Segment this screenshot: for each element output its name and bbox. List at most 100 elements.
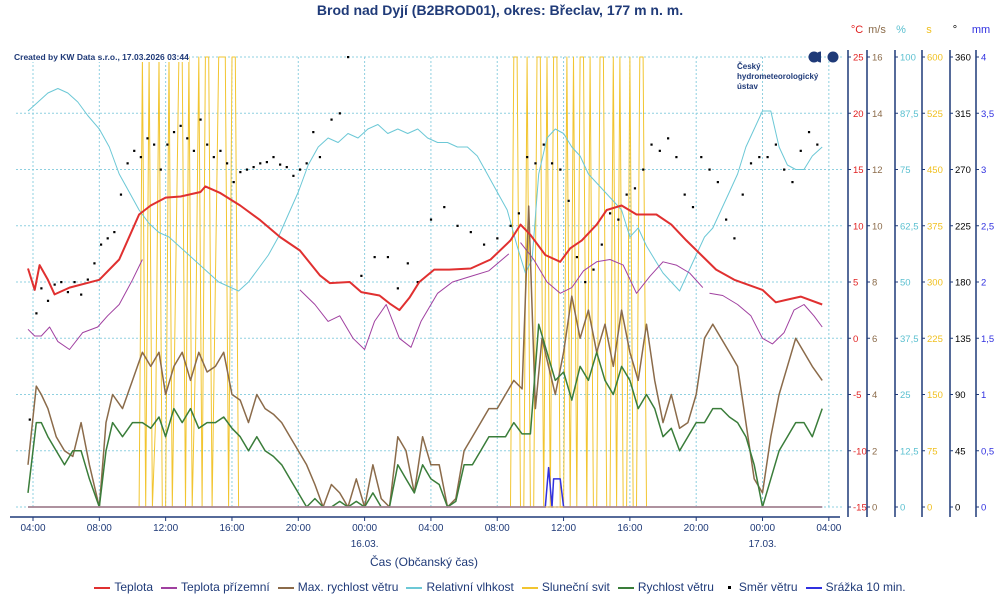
legend: Teplota Teplota přízemní Max. rychlost vět… <box>0 580 1000 594</box>
y-axis-unit-temp: °C <box>851 24 863 36</box>
wind-direction-point <box>166 143 169 146</box>
x-tick-label: 20:00 <box>684 523 709 534</box>
y-tick-label-dir: 225 <box>955 221 971 232</box>
wind-direction-point <box>113 231 116 234</box>
plot-area <box>27 56 823 508</box>
wind-direction-point <box>330 118 333 121</box>
wind-direction-point <box>658 149 661 152</box>
legend-label: Sluneční svit <box>541 580 610 594</box>
wind-direction-point <box>225 162 229 165</box>
wind-direction-point <box>749 162 753 165</box>
wind-direction-point <box>99 243 103 246</box>
y-axis-unit-wind: m/s <box>868 24 886 36</box>
y-tick-label-temp: -15 <box>853 503 867 514</box>
series-line-teplota <box>27 185 823 312</box>
x-tick-label: 00:00 <box>750 523 775 534</box>
wind-direction-point <box>285 166 288 169</box>
wind-direction-point <box>550 162 554 165</box>
wind-direction-point <box>119 193 123 196</box>
wind-direction-point <box>526 156 529 159</box>
y-tick-label-hum: 75 <box>900 165 911 176</box>
legend-item: Teplota <box>94 580 153 594</box>
wind-direction-point <box>245 168 249 171</box>
y-tick-label-wind: 0 <box>872 503 877 514</box>
x-tick-label: 16:00 <box>219 523 244 534</box>
wind-direction-point <box>139 156 142 159</box>
x-date-label: 16.03. <box>351 539 379 550</box>
wind-direction-point <box>338 112 341 115</box>
y-tick-label-wind: 8 <box>872 278 877 289</box>
wind-direction-point <box>683 193 686 196</box>
y-tick-label-sun: 600 <box>927 53 943 64</box>
logo-line-2: hydrometeorologický <box>737 72 819 81</box>
wind-direction-point <box>66 291 70 294</box>
wind-direction-point <box>456 224 459 227</box>
y-axis-unit-dir: ° <box>953 24 957 36</box>
wind-direction-point <box>783 168 786 171</box>
wind-direction-point <box>219 149 222 152</box>
wind-direction-point <box>239 171 242 174</box>
series-line-teplota-p-zemn- <box>709 292 823 345</box>
wind-direction-point <box>799 149 802 152</box>
wind-direction-point <box>232 181 235 184</box>
y-tick-label-temp: 0 <box>853 334 858 345</box>
legend-label: Směr větru <box>738 580 798 594</box>
legend-swatch <box>617 586 634 589</box>
legend-label: Rychlost větru <box>637 580 714 594</box>
y-tick-label-sun: 450 <box>927 165 943 176</box>
y-tick-label-dir: 180 <box>955 278 971 289</box>
legend-swatch <box>277 586 294 589</box>
y-tick-label-sun: 525 <box>927 109 943 120</box>
wind-direction-point <box>272 156 275 159</box>
wind-direction-point <box>416 281 419 284</box>
y-tick-label-sun: 375 <box>927 221 943 232</box>
series-line-rychlost-v-tru <box>27 323 823 508</box>
y-tick-label-temp: 25 <box>853 53 864 64</box>
wind-direction-point <box>559 168 562 171</box>
x-tick-label: 00:00 <box>352 523 377 534</box>
wind-direction-point <box>292 174 295 177</box>
wind-direction-point <box>496 237 499 240</box>
wind-direction-point <box>608 212 612 215</box>
wind-direction-point <box>807 131 811 134</box>
y-axis-unit-rain: mm <box>972 24 990 36</box>
legend-label: Max. rychlost větru <box>297 580 399 594</box>
wind-direction-point <box>700 156 703 159</box>
y-tick-label-temp: 15 <box>853 165 864 176</box>
wind-direction-point <box>35 312 38 315</box>
y-tick-label-dir: 0 <box>955 503 960 514</box>
y-tick-label-dir: 135 <box>955 334 971 345</box>
y-tick-label-dir: 315 <box>955 109 971 120</box>
legend-swatch <box>161 586 178 589</box>
wind-direction-point <box>86 278 89 281</box>
wind-direction-point <box>469 231 472 234</box>
y-tick-label-sun: 0 <box>927 503 932 514</box>
legend-swatch <box>727 586 731 590</box>
wind-direction-point <box>265 161 268 164</box>
wind-direction-point <box>206 143 209 146</box>
y-axis-unit-hum: % <box>896 24 906 36</box>
wind-direction-point <box>633 187 637 190</box>
y-tick-label-hum: 50 <box>900 278 911 289</box>
legend-item: Rychlost větru <box>617 580 714 594</box>
chart-title: Brod nad Dyjí (B2BROD01), okres: Břeclav… <box>316 2 684 18</box>
wind-direction-point <box>93 262 96 265</box>
y-tick-label-temp: 20 <box>853 109 864 120</box>
wind-direction-point <box>534 162 537 165</box>
series-line-teplota-p-zemn- <box>299 253 510 350</box>
y-tick-label-dir: 90 <box>955 390 966 401</box>
y-tick-label-wind: 16 <box>872 53 883 64</box>
wind-direction-point <box>126 162 129 165</box>
y-tick-label-sun: 225 <box>927 334 943 345</box>
wind-direction-point <box>53 283 56 286</box>
wind-direction-point <box>708 168 711 171</box>
wind-direction-point <box>159 168 162 171</box>
wind-direction-point <box>667 137 670 140</box>
series-line-teplota-p-zemn- <box>520 242 704 294</box>
x-tick-label: 08:00 <box>87 523 112 534</box>
y-tick-label-sun: 150 <box>927 390 943 401</box>
wind-direction-point <box>791 181 794 184</box>
legend-label: Teplota přízemní <box>181 580 270 594</box>
y-tick-label-rain: 3 <box>981 165 986 176</box>
legend-label: Srážka 10 min. <box>825 580 906 594</box>
